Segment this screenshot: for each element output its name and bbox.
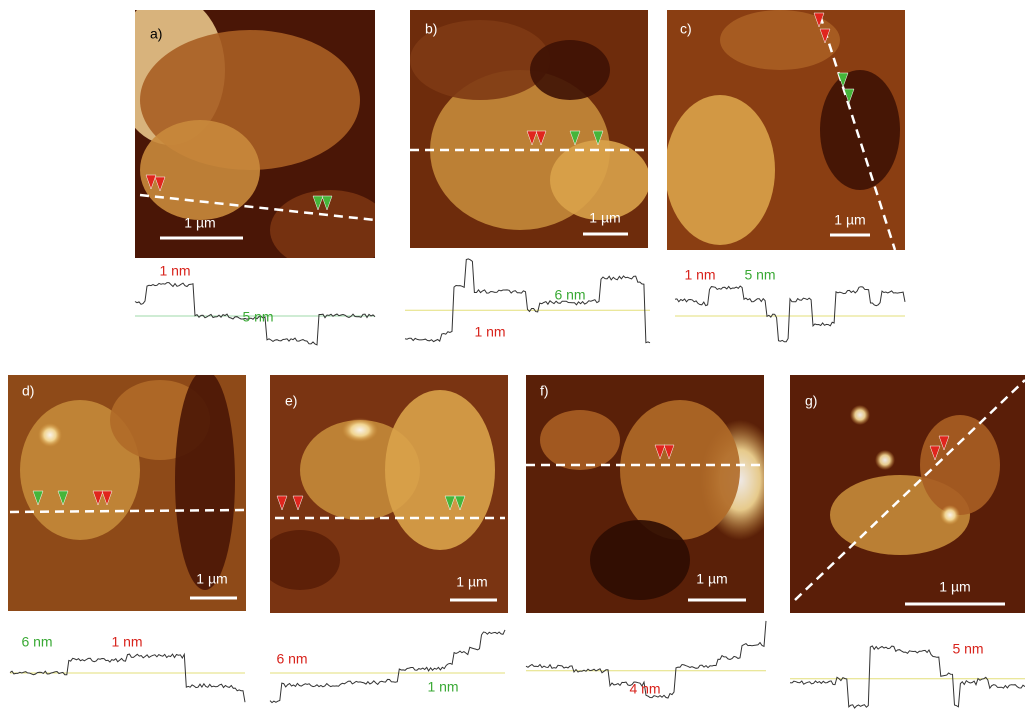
scale-bar-label: 1 µm xyxy=(589,210,620,226)
terrace xyxy=(665,95,775,245)
height-label: 1 nm xyxy=(427,679,458,695)
scale-bar-label: 1 µm xyxy=(834,212,865,228)
terrace xyxy=(175,370,235,590)
height-profile xyxy=(675,286,905,342)
figure: a) 1 µm 1 nm 5 nm b) 1 µm 6 nm 1 nm c) 1 µm 1 nm 5 … xyxy=(0,0,1025,712)
terrace xyxy=(260,530,340,590)
terrace xyxy=(38,423,62,447)
height-label: 5 nm xyxy=(952,641,983,657)
scale-bar-label: 1 µm xyxy=(939,579,970,595)
terrace xyxy=(920,415,1000,515)
scale-bar-label: 1 µm xyxy=(196,571,227,587)
terrace xyxy=(540,410,620,470)
terrace xyxy=(385,390,495,550)
height-label: 6 nm xyxy=(21,634,52,650)
scale-bar-label: 1 µm xyxy=(696,571,727,587)
afm-image xyxy=(790,375,1025,613)
scale-bar-label: 1 µm xyxy=(184,215,215,231)
terrace xyxy=(820,70,900,190)
scale-bar-label: 1 µm xyxy=(456,574,487,590)
afm-image xyxy=(526,375,780,613)
height-profile xyxy=(790,646,1025,708)
height-label: 1 nm xyxy=(684,267,715,283)
height-label: 1 nm xyxy=(111,634,142,650)
height-label: 1 nm xyxy=(474,324,505,340)
panel-label: b) xyxy=(425,21,437,37)
height-label: 6 nm xyxy=(554,287,585,303)
height-profile xyxy=(405,259,650,343)
terrace xyxy=(620,400,740,540)
height-label: 4 nm xyxy=(629,681,660,697)
height-label: 5 nm xyxy=(242,309,273,325)
panel-label: f) xyxy=(540,383,549,399)
height-label: 1 nm xyxy=(159,263,190,279)
terrace xyxy=(940,505,960,525)
panel-label: e) xyxy=(285,393,297,409)
afm-image xyxy=(665,10,905,250)
panel-label: a) xyxy=(150,26,162,42)
terrace xyxy=(850,405,870,425)
terrace xyxy=(875,450,895,470)
terrace xyxy=(550,140,650,220)
panel-label: c) xyxy=(680,21,692,37)
height-label: 6 nm xyxy=(276,651,307,667)
panel-label: g) xyxy=(805,393,817,409)
terrace xyxy=(590,520,690,600)
height-profile xyxy=(10,654,245,702)
panel-label: d) xyxy=(22,383,34,399)
terrace xyxy=(530,40,610,100)
terrace xyxy=(342,418,378,442)
height-label: 5 nm xyxy=(744,267,775,283)
terrace xyxy=(140,120,260,220)
